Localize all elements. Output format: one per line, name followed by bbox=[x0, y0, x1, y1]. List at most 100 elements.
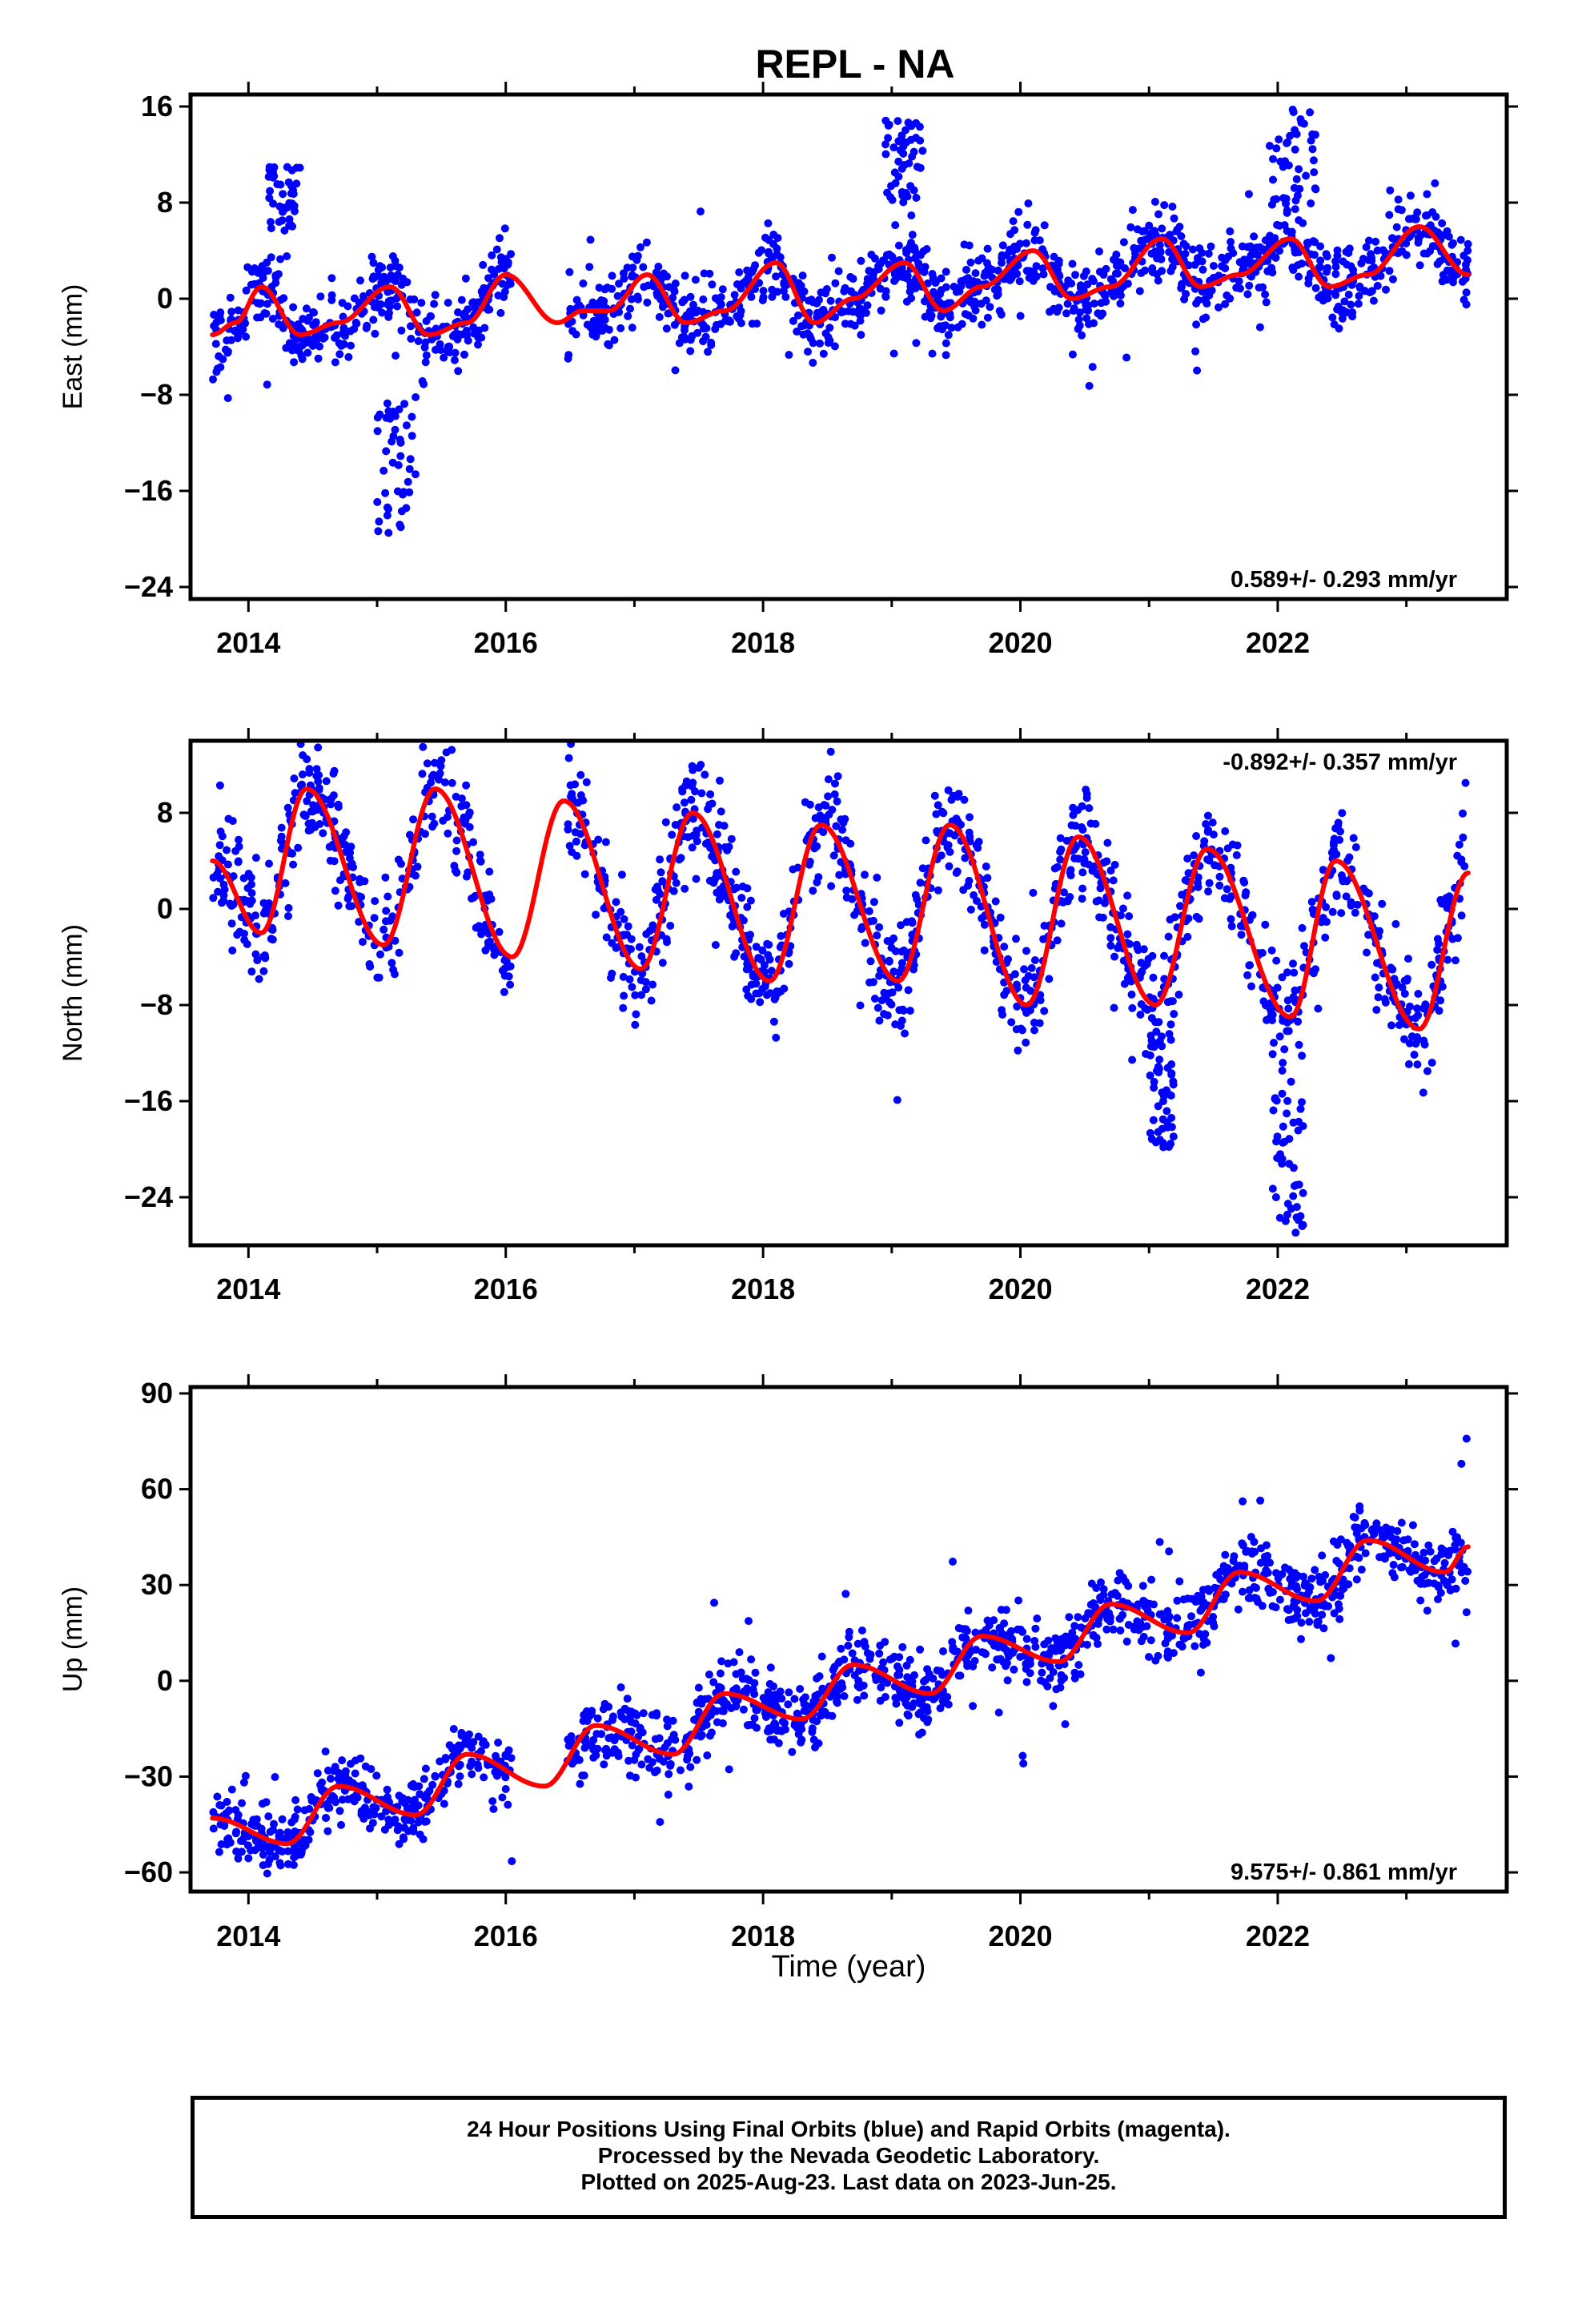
up-point bbox=[1040, 1640, 1049, 1649]
east-point bbox=[1165, 247, 1174, 256]
up-point bbox=[1094, 1619, 1102, 1628]
up-point bbox=[1118, 1610, 1127, 1619]
north-point bbox=[620, 991, 628, 1000]
north-point bbox=[267, 935, 275, 943]
north-point bbox=[946, 847, 954, 856]
east-point bbox=[1090, 277, 1098, 286]
north-point bbox=[1110, 1003, 1118, 1012]
up-point bbox=[865, 1655, 874, 1663]
north-point bbox=[303, 797, 311, 806]
north-point bbox=[1040, 1007, 1049, 1015]
north-point bbox=[1287, 1077, 1295, 1086]
east-point bbox=[391, 352, 400, 360]
north-point bbox=[1134, 946, 1142, 955]
east-point bbox=[1316, 242, 1325, 251]
east-point bbox=[856, 316, 865, 325]
east-point bbox=[947, 324, 956, 332]
east-point bbox=[267, 218, 275, 227]
up-point bbox=[1389, 1561, 1398, 1569]
north-point bbox=[1166, 1020, 1175, 1029]
up-point bbox=[401, 1816, 410, 1825]
up-point bbox=[334, 1768, 343, 1777]
north-point bbox=[1391, 919, 1400, 928]
north-point bbox=[681, 884, 689, 893]
up-point bbox=[1411, 1566, 1419, 1574]
north-point bbox=[1370, 912, 1379, 921]
east-point bbox=[279, 294, 288, 303]
east-point bbox=[1262, 298, 1271, 307]
east-point bbox=[1367, 256, 1376, 265]
north-point bbox=[952, 814, 961, 823]
north-point bbox=[666, 922, 675, 930]
east-point bbox=[379, 466, 388, 475]
east-point bbox=[1199, 265, 1207, 274]
east-point bbox=[1297, 119, 1306, 127]
up-point bbox=[593, 1714, 602, 1723]
up-point bbox=[830, 1663, 839, 1671]
north-point bbox=[1227, 915, 1235, 923]
east-point bbox=[223, 394, 232, 403]
north-point bbox=[462, 801, 471, 810]
east-point bbox=[1371, 237, 1380, 246]
north-point bbox=[228, 946, 237, 955]
up-point bbox=[954, 1671, 963, 1680]
north-point bbox=[861, 939, 869, 947]
east-point bbox=[670, 320, 679, 329]
north-point bbox=[251, 950, 260, 959]
north-point bbox=[1022, 947, 1030, 955]
north-point bbox=[251, 854, 260, 862]
up-point bbox=[1379, 1552, 1388, 1561]
north-point bbox=[1106, 923, 1115, 931]
east-point bbox=[654, 263, 663, 271]
east-point bbox=[977, 300, 986, 308]
up-point bbox=[853, 1695, 861, 1704]
east-point bbox=[1244, 190, 1253, 199]
up-point bbox=[705, 1671, 713, 1679]
east-point bbox=[725, 316, 733, 325]
north-point bbox=[827, 882, 836, 891]
east-point bbox=[418, 377, 427, 385]
east-point bbox=[921, 312, 930, 321]
east-point bbox=[824, 339, 833, 348]
footer-line-2: Processed by the Nevada Geodetic Laborat… bbox=[597, 2143, 1100, 2168]
up-point bbox=[1178, 1642, 1186, 1651]
east-point bbox=[907, 211, 916, 219]
east-point bbox=[1373, 281, 1382, 290]
up-point bbox=[717, 1707, 726, 1715]
east-point bbox=[751, 261, 760, 270]
north-point bbox=[1057, 919, 1066, 928]
up-point bbox=[492, 1751, 500, 1760]
east-point bbox=[913, 163, 921, 171]
north-point bbox=[905, 1007, 914, 1015]
east-point bbox=[393, 271, 402, 279]
east-point bbox=[1053, 308, 1062, 316]
north-point bbox=[1323, 918, 1331, 927]
north-point bbox=[381, 873, 390, 882]
east-point bbox=[1138, 227, 1147, 235]
east-point bbox=[309, 321, 318, 329]
east-point bbox=[1188, 245, 1197, 254]
north-point bbox=[215, 781, 224, 790]
east-point bbox=[1207, 242, 1215, 251]
up-point bbox=[217, 1840, 226, 1848]
up-point bbox=[685, 1782, 693, 1791]
north-point bbox=[1243, 971, 1252, 979]
north-y-tick-label: 8 bbox=[157, 796, 173, 829]
north-point bbox=[810, 844, 819, 853]
north-point bbox=[1078, 826, 1087, 834]
up-point bbox=[1256, 1558, 1265, 1567]
north-point bbox=[1167, 1070, 1176, 1079]
east-point bbox=[480, 283, 488, 292]
up-point bbox=[1092, 1584, 1101, 1592]
north-point bbox=[1405, 1039, 1414, 1047]
east-point bbox=[697, 207, 705, 216]
east-point bbox=[1085, 381, 1094, 390]
north-point bbox=[471, 891, 480, 900]
east-point bbox=[331, 358, 339, 367]
up-point bbox=[343, 1795, 352, 1803]
north-point bbox=[1013, 980, 1021, 989]
east-point bbox=[400, 488, 408, 497]
east-point bbox=[828, 253, 836, 262]
up-point bbox=[600, 1699, 609, 1708]
north-point bbox=[1351, 843, 1360, 851]
